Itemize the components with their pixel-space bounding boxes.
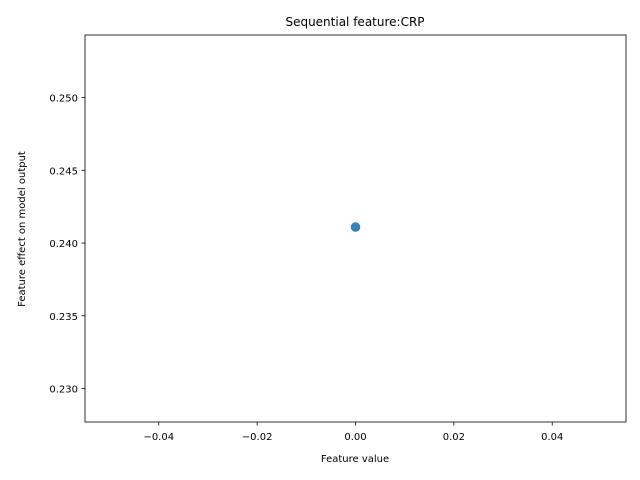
- y-tick-label: 0.250: [49, 94, 78, 105]
- y-tick-label: 0.240: [49, 239, 78, 250]
- x-axis-ticks: −0.04 −0.02 0.00 0.02 0.04: [143, 422, 563, 443]
- scatter-point: [350, 222, 361, 232]
- y-axis-ticks: 0.230 0.235 0.240 0.245 0.250: [49, 94, 85, 396]
- x-tick-label: −0.02: [242, 432, 273, 443]
- x-tick-label: 0.02: [443, 432, 465, 443]
- chart-title: Sequential feature:CRP: [285, 15, 424, 29]
- x-tick-label: 0.04: [541, 432, 563, 443]
- y-tick-label: 0.230: [49, 385, 78, 396]
- y-tick-label: 0.245: [49, 166, 78, 177]
- x-tick-label: 0.00: [344, 432, 366, 443]
- x-tick-label: −0.04: [143, 432, 174, 443]
- x-axis-label: Feature value: [321, 454, 389, 465]
- y-tick-label: 0.235: [49, 312, 78, 323]
- scatter-points: [350, 222, 361, 232]
- y-axis-label: Feature effect on model output: [17, 151, 28, 307]
